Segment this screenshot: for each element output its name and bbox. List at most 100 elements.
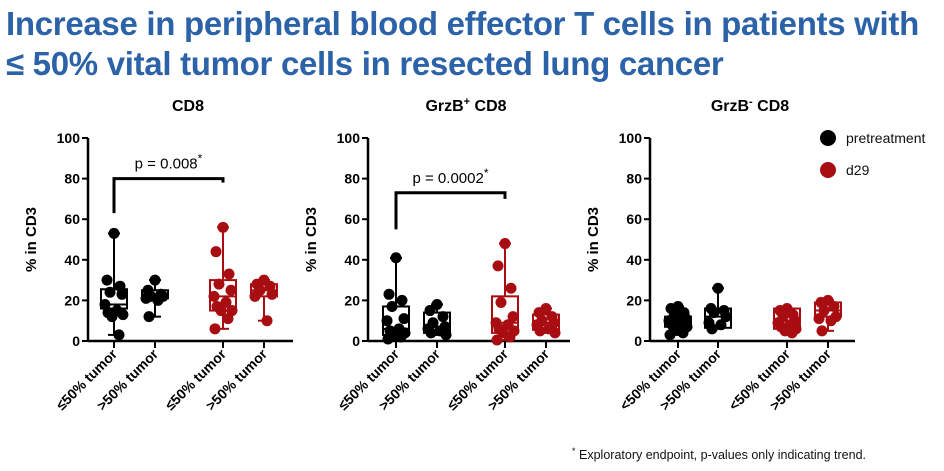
y-tick-label: 100 <box>337 130 361 146</box>
footnote-text: Exploratory endpoint, p-values only indi… <box>575 448 866 463</box>
data-point <box>715 319 727 331</box>
data-point <box>390 252 402 264</box>
data-point <box>816 325 828 337</box>
data-point <box>712 282 724 294</box>
data-point <box>706 323 718 335</box>
box-group-2 <box>140 274 169 323</box>
legend-label: d29 <box>846 162 870 178</box>
data-point <box>208 290 220 302</box>
box-group-3 <box>208 221 238 335</box>
y-tick-label: 60 <box>344 211 360 227</box>
y-tick-label: 20 <box>344 292 360 308</box>
data-point <box>249 290 261 302</box>
data-point <box>226 305 238 317</box>
y-tick-label: 40 <box>64 252 80 268</box>
box-group-1 <box>663 300 693 341</box>
data-point <box>225 284 237 296</box>
box-group-4 <box>813 294 842 337</box>
data-point <box>266 288 278 300</box>
data-point <box>215 305 227 317</box>
data-point <box>398 313 410 325</box>
data-point <box>507 311 519 323</box>
y-tick-label: 80 <box>626 171 642 187</box>
data-point <box>149 274 161 286</box>
legend-item-pretreatment: pretreatment <box>820 130 925 146</box>
y-tick-label: 100 <box>619 130 643 146</box>
data-point <box>720 311 732 323</box>
data-point <box>437 311 449 323</box>
y-tick-label: 40 <box>626 252 642 268</box>
data-point <box>828 300 840 312</box>
data-point <box>383 288 395 300</box>
data-point <box>499 238 511 250</box>
data-point <box>220 296 232 308</box>
significance-bracket <box>112 177 225 214</box>
y-axis-label: % in CD3 <box>585 207 602 272</box>
y-tick-label: 20 <box>64 292 80 308</box>
title-line-1: Increase in peripheral blood effector T … <box>6 5 919 42</box>
data-point <box>425 327 437 339</box>
data-point <box>381 315 393 327</box>
title-line-2: ≤ 50% vital tumor cells in resected lung… <box>6 45 724 82</box>
p-value-label: p = 0.008* <box>135 152 203 173</box>
data-point <box>505 282 517 294</box>
data-point <box>223 268 235 280</box>
legend-marker <box>820 162 836 178</box>
y-tick-label: 60 <box>64 211 80 227</box>
box-group-4 <box>531 303 561 339</box>
panel-title: GrzB+ CD8 <box>425 96 506 115</box>
legend-item-d29: d29 <box>820 162 870 178</box>
legend-label: pretreatment <box>846 130 925 146</box>
data-point <box>213 278 225 290</box>
data-point <box>222 313 234 325</box>
box-group-2 <box>422 298 452 341</box>
box-group-1 <box>381 252 411 345</box>
panel-title: CD8 <box>172 98 204 115</box>
data-point <box>818 305 830 317</box>
data-point <box>101 274 113 286</box>
data-point <box>424 305 436 317</box>
legend-marker <box>820 130 836 146</box>
panel-title: GrzB- CD8 <box>711 96 789 115</box>
data-point <box>261 315 273 327</box>
y-tick-label: 0 <box>352 333 360 349</box>
y-axis-label: % in CD3 <box>23 207 40 272</box>
y-tick-label: 80 <box>64 171 80 187</box>
data-point <box>549 327 561 339</box>
p-value-label: p = 0.0002* <box>413 166 489 187</box>
box-group-4 <box>249 274 278 327</box>
data-point <box>217 221 229 233</box>
data-point <box>396 294 408 306</box>
data-point <box>504 331 516 343</box>
data-point <box>440 329 452 341</box>
data-point <box>395 331 407 343</box>
y-tick-label: 0 <box>72 333 80 349</box>
data-point <box>813 313 825 325</box>
data-point <box>116 288 128 300</box>
data-point <box>492 260 504 272</box>
data-point <box>825 315 837 327</box>
box-group-2 <box>703 282 732 335</box>
data-point <box>143 311 155 323</box>
data-point <box>210 246 222 258</box>
significance-bracket <box>394 191 507 230</box>
data-point <box>677 327 689 339</box>
y-tick-label: 60 <box>626 211 642 227</box>
box-group-3 <box>490 238 520 346</box>
data-point <box>664 329 676 341</box>
data-point <box>106 311 118 323</box>
box-group-3 <box>772 303 802 339</box>
data-point <box>491 334 503 346</box>
y-tick-label: 20 <box>626 292 642 308</box>
y-tick-label: 100 <box>57 130 81 146</box>
data-point <box>152 294 164 306</box>
footnote-marker: * <box>572 446 576 456</box>
footnote: * Exploratory endpoint, p-values only in… <box>572 446 866 462</box>
data-point <box>708 307 720 319</box>
y-tick-label: 0 <box>634 333 642 349</box>
